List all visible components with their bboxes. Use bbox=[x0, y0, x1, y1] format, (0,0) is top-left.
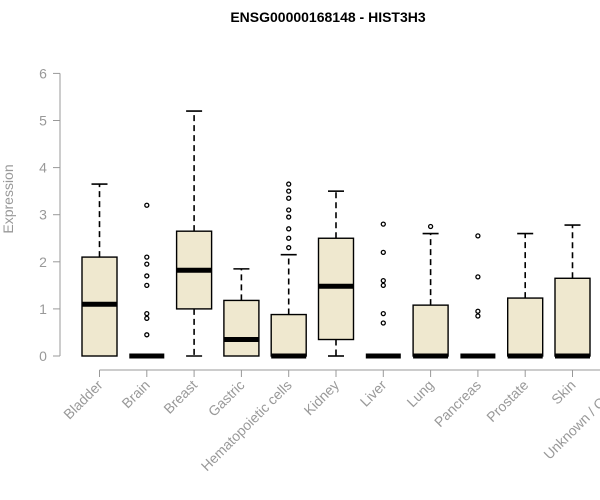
outlier-point bbox=[286, 207, 292, 213]
box-iqr bbox=[554, 277, 591, 357]
outlier-point bbox=[380, 320, 386, 326]
y-tick-label: 2 bbox=[39, 254, 47, 270]
outlier-point bbox=[144, 261, 150, 267]
outlier-point bbox=[286, 245, 292, 251]
outlier-point bbox=[427, 223, 434, 230]
outlier-point bbox=[380, 221, 386, 227]
box-brain bbox=[129, 202, 165, 359]
x-tick-label: Hematopoietic cells bbox=[198, 377, 295, 474]
y-tick-label: 3 bbox=[39, 207, 47, 223]
plot-area bbox=[81, 110, 591, 359]
x-tick-label: Pancreas bbox=[431, 377, 484, 430]
x-tick-label: Bladder bbox=[60, 377, 106, 423]
box-breast bbox=[175, 110, 213, 357]
y-tick-label: 5 bbox=[39, 113, 47, 129]
outlier-point bbox=[144, 202, 150, 208]
outlier-point bbox=[475, 233, 481, 239]
outlier-point bbox=[475, 274, 481, 280]
x-tick-label: Skin bbox=[548, 377, 579, 408]
box-hematopoietic-cells bbox=[270, 181, 307, 359]
outlier-point bbox=[286, 235, 292, 241]
outlier-point bbox=[286, 214, 292, 220]
outlier-point bbox=[144, 315, 150, 321]
y-tick-label: 6 bbox=[39, 65, 47, 81]
outlier-point bbox=[380, 249, 386, 256]
y-tick-label: 0 bbox=[39, 348, 47, 364]
box-iqr bbox=[507, 297, 544, 357]
box-iqr bbox=[270, 313, 307, 357]
outlier-point bbox=[475, 313, 481, 319]
outlier-point bbox=[144, 254, 150, 260]
box-kidney bbox=[317, 190, 355, 357]
box-iqr bbox=[223, 299, 260, 357]
box-bladder bbox=[81, 183, 118, 357]
outlier-point bbox=[144, 332, 150, 338]
x-tick-label: Liver bbox=[357, 377, 390, 410]
chart-title: ENSG00000168148 - HIST3H3 bbox=[230, 9, 426, 25]
outlier-point bbox=[144, 282, 150, 289]
x-tick-label: Breast bbox=[160, 377, 200, 417]
outlier-point bbox=[286, 188, 292, 194]
box-pancreas bbox=[460, 233, 496, 359]
outlier-point bbox=[380, 282, 386, 289]
x-tick-label: Prostate bbox=[483, 377, 531, 425]
box-iqr bbox=[317, 237, 355, 341]
outlier-point bbox=[286, 181, 292, 187]
outlier-point bbox=[144, 310, 150, 317]
box-skin bbox=[554, 224, 591, 359]
outlier-point bbox=[380, 310, 386, 317]
y-axis: 0 1 2 3 4 5 6 bbox=[39, 65, 61, 364]
outlier-point bbox=[475, 308, 481, 314]
x-tick-label: Lung bbox=[403, 377, 436, 410]
box-iqr bbox=[412, 304, 449, 357]
x-tick-label: Gastric bbox=[205, 377, 248, 420]
outlier-point bbox=[286, 226, 292, 232]
box-lung bbox=[412, 223, 449, 359]
box-gastric bbox=[223, 268, 260, 357]
outlier-point bbox=[144, 273, 150, 279]
y-tick-label: 1 bbox=[39, 301, 47, 317]
box-liver bbox=[365, 221, 401, 359]
x-tick-label: Kidney bbox=[301, 377, 343, 419]
outlier-point bbox=[286, 195, 292, 201]
x-tick-label: Brain bbox=[118, 377, 152, 411]
outlier-point bbox=[380, 277, 386, 284]
box-prostate bbox=[507, 232, 544, 359]
y-tick-label: 4 bbox=[39, 160, 47, 176]
y-axis-label: Expression bbox=[0, 164, 16, 233]
